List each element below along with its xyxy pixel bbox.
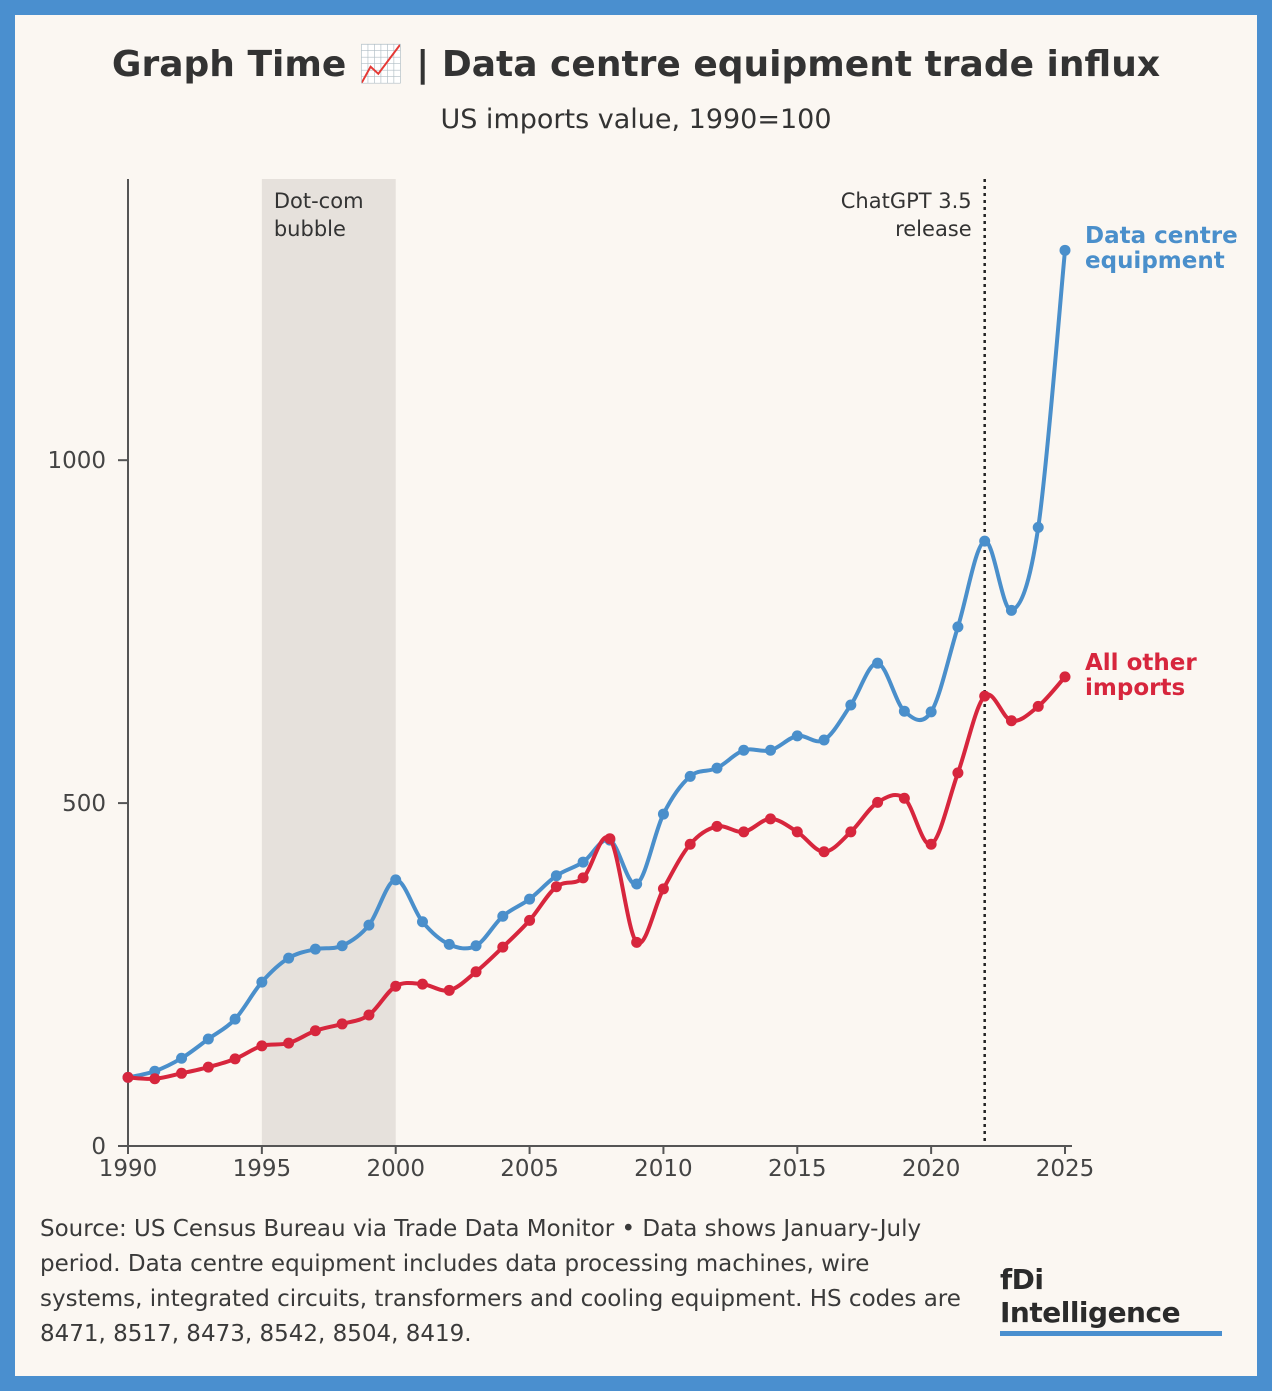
x-tick-label: 2005 — [500, 1156, 559, 1182]
data-point — [524, 914, 536, 926]
data-point — [952, 621, 964, 633]
data-point — [577, 856, 589, 868]
data-point — [122, 1071, 134, 1083]
data-point — [524, 893, 536, 905]
data-point — [818, 846, 830, 858]
data-point — [631, 936, 643, 948]
data-point — [684, 838, 696, 850]
chart-title: Graph Time 📈 | Data centre equipment tra… — [112, 43, 1160, 85]
data-point — [256, 1040, 268, 1052]
annotation-text: release — [895, 217, 972, 241]
data-point — [791, 826, 803, 838]
data-point — [1005, 715, 1017, 727]
data-point — [202, 1061, 214, 1073]
data-point — [550, 881, 562, 893]
data-point — [979, 690, 991, 702]
data-point — [872, 796, 884, 808]
x-tick-label: 1995 — [233, 1156, 292, 1182]
data-point — [176, 1052, 188, 1064]
data-point — [577, 872, 589, 884]
data-point — [952, 767, 964, 779]
x-tick-label: 2000 — [366, 1156, 425, 1182]
data-point — [1032, 521, 1044, 533]
series-label: All other imports — [1085, 649, 1197, 701]
data-point — [711, 762, 723, 774]
data-point — [283, 1037, 295, 1049]
data-point — [202, 1033, 214, 1045]
data-point — [229, 1013, 241, 1025]
data-point — [818, 734, 830, 746]
logo: fDi Intelligence — [1000, 1263, 1222, 1336]
data-point — [738, 744, 750, 756]
data-point — [925, 706, 937, 718]
data-point — [336, 940, 348, 952]
data-point — [416, 916, 428, 928]
data-point — [309, 943, 321, 955]
data-point — [470, 940, 482, 952]
data-point — [390, 874, 402, 886]
data-point — [149, 1073, 161, 1085]
x-tick-label: 2020 — [902, 1156, 961, 1182]
data-point — [684, 770, 696, 782]
data-point — [1032, 700, 1044, 712]
data-point — [443, 984, 455, 996]
data-point — [416, 978, 428, 990]
y-tick-label: 0 — [91, 1134, 106, 1160]
data-point — [390, 980, 402, 992]
data-point — [470, 966, 482, 978]
data-point — [979, 535, 991, 547]
x-tick-label: 1990 — [99, 1156, 158, 1182]
data-point — [791, 730, 803, 742]
x-tick-label: 2010 — [634, 1156, 693, 1182]
data-point — [176, 1067, 188, 1079]
data-point — [631, 878, 643, 890]
data-point — [309, 1025, 321, 1037]
shaded-period — [261, 179, 396, 1146]
data-point — [363, 1009, 375, 1021]
x-tick-label: 2015 — [768, 1156, 827, 1182]
data-point — [550, 870, 562, 882]
data-point — [256, 976, 268, 988]
data-point — [738, 826, 750, 838]
data-point — [336, 1018, 348, 1030]
data-point — [604, 833, 616, 845]
annotation-text: bubble — [274, 217, 346, 241]
annotation-text: Dot-com — [274, 189, 364, 213]
data-point — [898, 705, 910, 717]
data-point — [497, 910, 509, 922]
data-point — [1005, 604, 1017, 616]
data-point — [657, 808, 669, 820]
data-point — [497, 941, 509, 953]
data-point — [283, 952, 295, 964]
x-tick-label: 2025 — [1036, 1156, 1095, 1182]
data-point — [898, 792, 910, 804]
y-tick-label: 500 — [62, 791, 106, 817]
data-point — [149, 1065, 161, 1077]
series-label: Data centre equipment — [1085, 223, 1238, 275]
data-point — [925, 838, 937, 850]
y-tick-label: 1000 — [47, 448, 106, 474]
data-point — [711, 820, 723, 832]
data-point — [1059, 671, 1071, 683]
data-point — [765, 813, 777, 825]
source-note: Source: US Census Bureau via Trade Data … — [40, 1216, 961, 1347]
chart-subtitle: US imports value, 1990=100 — [440, 104, 831, 135]
data-point — [1059, 244, 1071, 256]
annotation-text: ChatGPT 3.5 — [841, 189, 972, 213]
data-point — [363, 919, 375, 931]
data-point — [845, 699, 857, 711]
data-point — [872, 657, 884, 669]
data-point — [229, 1053, 241, 1065]
data-point — [845, 826, 857, 838]
data-point — [657, 883, 669, 895]
data-point — [443, 938, 455, 950]
data-point — [765, 744, 777, 756]
